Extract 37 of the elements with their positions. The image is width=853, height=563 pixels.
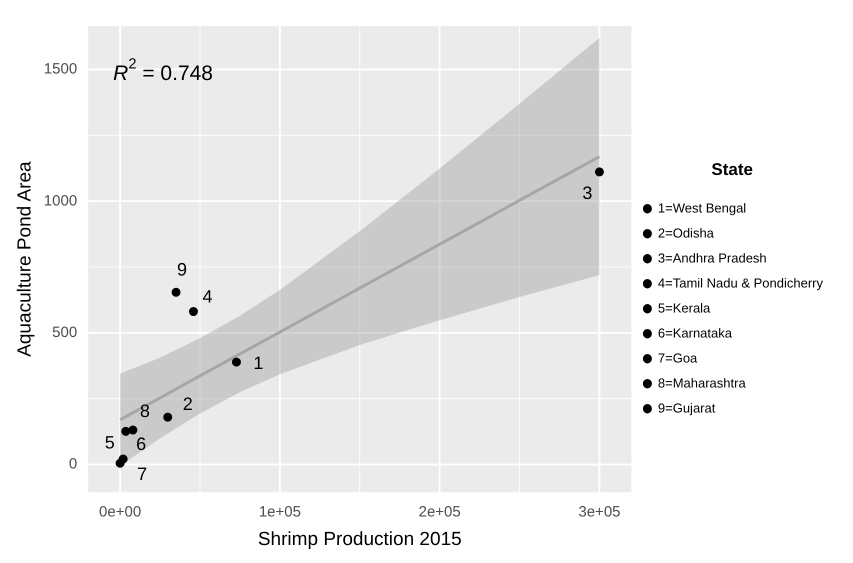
point	[118, 454, 128, 464]
point	[594, 167, 604, 176]
point	[232, 358, 241, 367]
y-tick-label: 1000	[44, 192, 78, 210]
legend-title: State	[711, 160, 753, 179]
legend-label: 6=Karnataka	[658, 325, 733, 340]
x-tick-label: 3e+05	[578, 503, 621, 520]
annotation: 8	[140, 401, 150, 422]
x-axis-title: Shrimp Production 2015	[258, 528, 462, 550]
annotation: 3	[582, 182, 592, 203]
y-axis-title: Aquaculture Pond Area	[14, 160, 36, 357]
y-tick-label: 0	[68, 456, 78, 473]
x-tick-label: 2e+05	[418, 503, 461, 520]
legend-label: 8=Maharashtra	[658, 375, 746, 390]
annotation: 5	[104, 432, 115, 452]
point	[121, 426, 130, 436]
legend-label: 4=Tamil Nadu & Pondicherry	[658, 275, 824, 290]
x-tick-label: 1e+05	[258, 503, 301, 520]
y-tick-label: 1500	[44, 60, 78, 78]
annotation: 6	[136, 434, 146, 454]
legend-label: 9=Gujarat	[658, 400, 716, 416]
legend-label: 1=West Bengal	[658, 200, 746, 216]
point	[188, 307, 198, 316]
annotation: 7	[137, 464, 148, 484]
annotation: 4	[202, 286, 212, 306]
y-tick-label: 500	[52, 324, 78, 341]
legend-label: 2=Odisha	[658, 225, 715, 240]
annotation: 1	[253, 353, 264, 374]
point	[128, 426, 138, 435]
point	[172, 288, 181, 297]
legend-label: 7=Goa	[658, 350, 698, 366]
annotation: 9	[177, 259, 188, 280]
point	[163, 412, 172, 422]
legend-label: 5=Kerala	[658, 300, 712, 316]
legend-label: 3=Andhra Pradesh	[658, 250, 767, 266]
annotation: 2	[182, 394, 193, 414]
x-tick-label: 0e+00	[99, 503, 142, 520]
